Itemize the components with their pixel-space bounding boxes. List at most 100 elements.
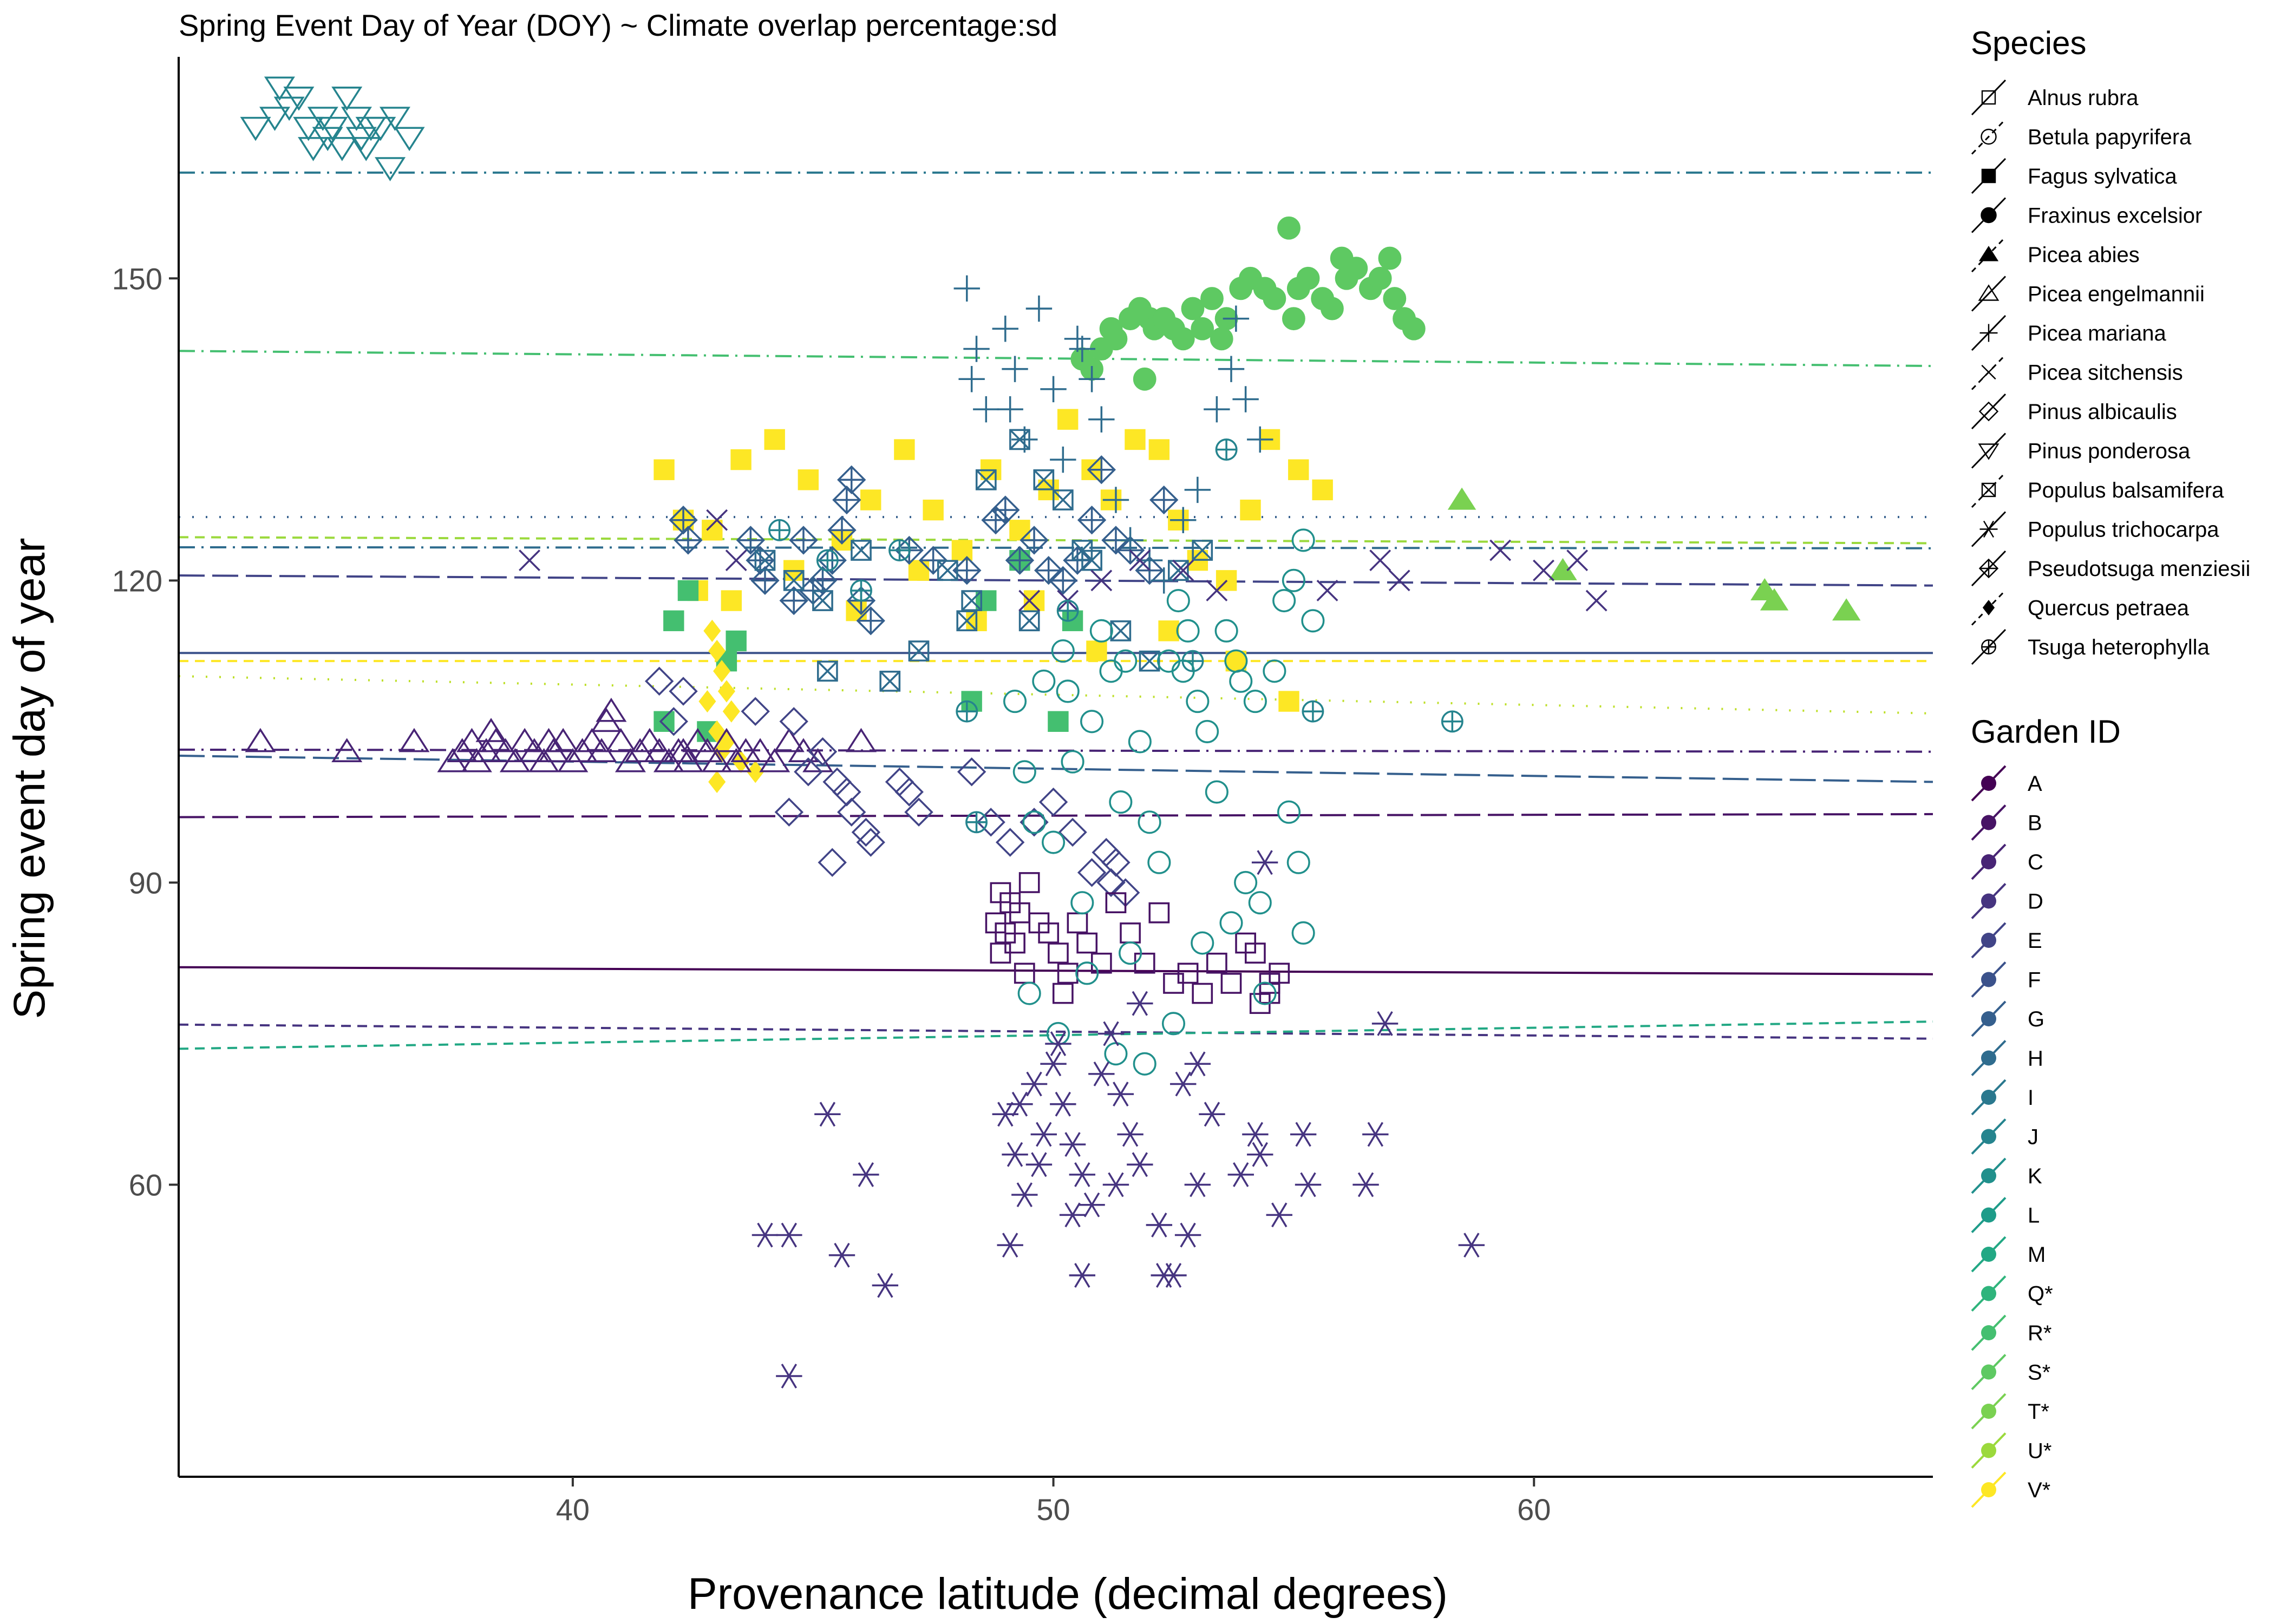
data-point — [1005, 546, 1035, 575]
data-point — [1080, 710, 1104, 734]
legend-item: M — [1971, 1236, 2046, 1273]
data-point — [682, 728, 714, 752]
data-point — [975, 469, 997, 490]
data-point — [828, 1242, 855, 1268]
data-point — [752, 1222, 779, 1248]
data-point — [1059, 1132, 1086, 1157]
data-point — [1056, 679, 1080, 703]
legend-label: R* — [2028, 1321, 2051, 1345]
data-point — [711, 728, 742, 752]
data-point — [845, 728, 877, 752]
data-point — [576, 728, 607, 752]
data-point — [702, 520, 723, 541]
data-point — [1067, 912, 1088, 934]
data-point — [879, 671, 901, 692]
series — [644, 666, 1140, 907]
data-point — [1088, 406, 1115, 433]
data-point — [1040, 1051, 1067, 1077]
data-point — [1383, 287, 1407, 310]
data-point — [814, 1102, 841, 1127]
data-point — [398, 728, 430, 752]
legend-key-dot — [1981, 1050, 1996, 1066]
data-point — [1025, 295, 1053, 322]
data-point — [885, 767, 914, 797]
data-point — [818, 848, 847, 877]
legend-label: U* — [2028, 1439, 2051, 1463]
data-point — [1234, 870, 1258, 894]
data-point — [726, 630, 747, 652]
legend-item: Betula papyrifera — [1971, 119, 2192, 155]
legend-key-line — [1971, 119, 2007, 155]
data-point — [644, 666, 674, 696]
data-point — [1371, 1011, 1399, 1036]
data-point — [1200, 287, 1224, 310]
legend-item: Picea mariana — [1971, 315, 2166, 351]
data-point — [856, 828, 885, 857]
data-point — [1176, 619, 1200, 643]
data-point — [827, 515, 857, 545]
data-point — [317, 116, 348, 141]
legend-item: D — [1971, 883, 2043, 919]
series — [754, 429, 1213, 692]
data-point — [1760, 588, 1789, 611]
legend-item: Pinus albicaulis — [1971, 393, 2177, 430]
data-point — [1195, 719, 1219, 743]
data-point — [1206, 580, 1228, 601]
data-point — [1020, 526, 1049, 555]
data-point — [1302, 700, 1324, 723]
data-point — [1125, 429, 1146, 450]
data-point — [1251, 850, 1278, 875]
data-point — [1388, 569, 1410, 592]
legend-key-line — [1971, 393, 2007, 430]
data-point — [1086, 640, 1107, 662]
legend-key-dot — [1981, 1404, 1996, 1419]
data-point — [1269, 962, 1290, 984]
data-point — [1245, 942, 1266, 964]
data-point — [992, 316, 1018, 342]
data-point — [1266, 1202, 1292, 1228]
data-point — [1214, 619, 1238, 643]
data-point — [1368, 266, 1392, 290]
data-point — [722, 700, 740, 723]
legend-item: T* — [1971, 1393, 2049, 1430]
data-point — [1025, 1152, 1053, 1177]
data-point — [965, 811, 988, 834]
legend-label: K — [2028, 1164, 2042, 1188]
data-point — [326, 137, 358, 161]
fit-line — [178, 350, 1933, 368]
data-point — [659, 707, 688, 736]
data-point — [1117, 1122, 1143, 1147]
legend-label: Picea mariana — [2028, 322, 2166, 345]
data-point — [1097, 1021, 1125, 1046]
legend-item: K — [1971, 1157, 2042, 1194]
legend-item: L — [1971, 1197, 2040, 1233]
data-point — [894, 777, 924, 807]
legend-item: G — [1971, 1000, 2044, 1037]
data-point — [1119, 941, 1142, 965]
data-point — [1174, 1222, 1201, 1248]
data-point — [1223, 305, 1250, 332]
data-point — [1021, 1071, 1048, 1097]
data-point — [908, 560, 930, 581]
data-point — [1229, 669, 1253, 693]
legend-label: Tsuga heterophylla — [2028, 636, 2210, 659]
data-point — [1291, 921, 1315, 945]
data-point — [808, 566, 838, 595]
legend-item: Tsuga heterophylla — [1971, 628, 2210, 665]
legend-label: T* — [2028, 1400, 2049, 1424]
data-point — [816, 549, 839, 572]
data-point — [736, 526, 766, 555]
data-point — [812, 590, 833, 611]
legend-label: V* — [2028, 1478, 2050, 1502]
data-point — [1369, 549, 1391, 572]
data-point — [1218, 356, 1245, 382]
data-point — [990, 942, 1011, 964]
data-point — [1046, 1021, 1070, 1046]
data-point — [509, 728, 540, 752]
legend-key-dot — [1981, 933, 1996, 948]
data-point — [725, 549, 747, 572]
y-tick-label: 90 — [129, 866, 162, 900]
data-point — [1133, 1052, 1156, 1076]
data-point — [1282, 568, 1305, 592]
